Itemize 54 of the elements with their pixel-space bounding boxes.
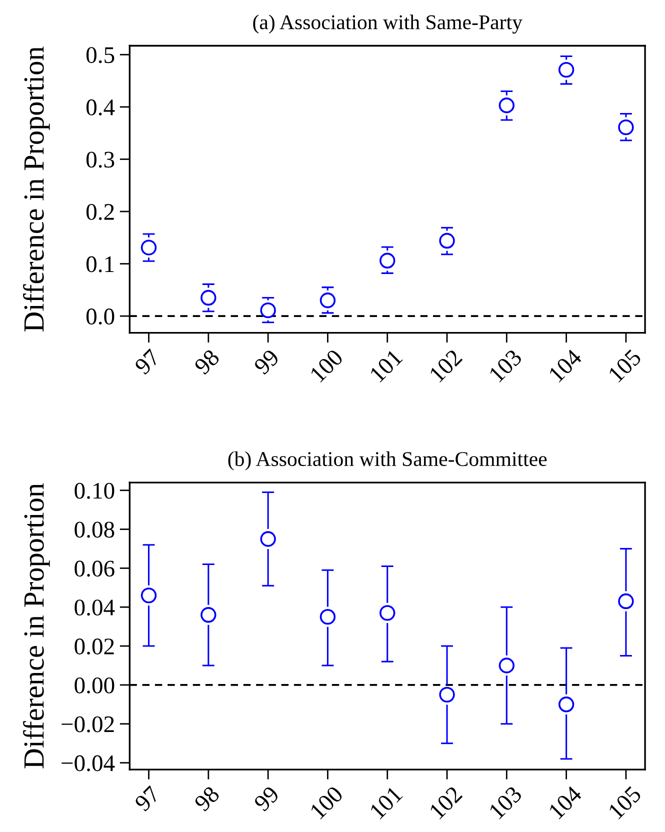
- point: [498, 98, 515, 114]
- x-tick-label: 103: [488, 348, 523, 383]
- y-tick-label: 0.00: [74, 677, 114, 694]
- point: [260, 531, 276, 547]
- y-axis-title: Difference in Proportion: [23, 46, 50, 332]
- y-tick-label: 0.4: [86, 99, 115, 116]
- point: [140, 588, 157, 604]
- y-tick-label: 0.3: [86, 152, 114, 168]
- y-axis-title: Difference in Proportion: [23, 483, 50, 768]
- point: [439, 686, 455, 703]
- point: [380, 605, 396, 621]
- y-tick-label: 0.08: [74, 522, 114, 538]
- y-tick-label: 0.2: [86, 204, 114, 220]
- y-tick-label: 0.06: [74, 560, 114, 577]
- y-tick-label: 0.1: [86, 256, 114, 272]
- x-tick-label: 100: [310, 785, 344, 820]
- y-tick-label: 0.5: [86, 47, 114, 64]
- point: [618, 593, 634, 610]
- point: [260, 302, 276, 318]
- point: [200, 607, 216, 623]
- chart-title: (b) Association with Same-Committee: [228, 451, 547, 470]
- x-tick-label: 98: [194, 348, 220, 376]
- x-tick-label: 97: [134, 785, 161, 812]
- point: [200, 290, 216, 306]
- x-tick-label: 103: [488, 785, 523, 820]
- x-tick-label: 99: [253, 785, 280, 812]
- point: [618, 119, 634, 136]
- point: [558, 696, 574, 712]
- x-tick-label: 99: [253, 348, 280, 376]
- x-tick-label: 102: [428, 786, 463, 820]
- y-tick-label: −0.02: [62, 716, 114, 732]
- x-tick-label: 101: [369, 348, 404, 383]
- x-tick-label: 97: [134, 348, 161, 376]
- point: [498, 658, 515, 674]
- x-tick-label: 105: [608, 785, 642, 820]
- x-tick-label: 101: [369, 786, 404, 820]
- y-tick-label: 0.02: [74, 638, 114, 655]
- point: [320, 608, 336, 625]
- point: [380, 252, 396, 268]
- x-tick-label: 105: [608, 348, 642, 383]
- x-tick-label: 98: [194, 785, 220, 812]
- point: [558, 62, 574, 78]
- x-tick-label: 104: [548, 784, 583, 820]
- y-tick-label: −0.04: [62, 755, 115, 772]
- point: [140, 240, 157, 256]
- x-tick-label: 104: [548, 348, 583, 383]
- y-tick-label: 0.10: [74, 482, 114, 499]
- y-tick-label: 0.0: [86, 308, 114, 325]
- point: [439, 232, 455, 249]
- point: [320, 292, 336, 308]
- y-tick-label: 0.04: [74, 600, 115, 616]
- x-tick-label: 100: [310, 348, 344, 383]
- chart-title: (a) Association with Same-Party: [253, 14, 522, 34]
- x-tick-label: 102: [428, 348, 463, 383]
